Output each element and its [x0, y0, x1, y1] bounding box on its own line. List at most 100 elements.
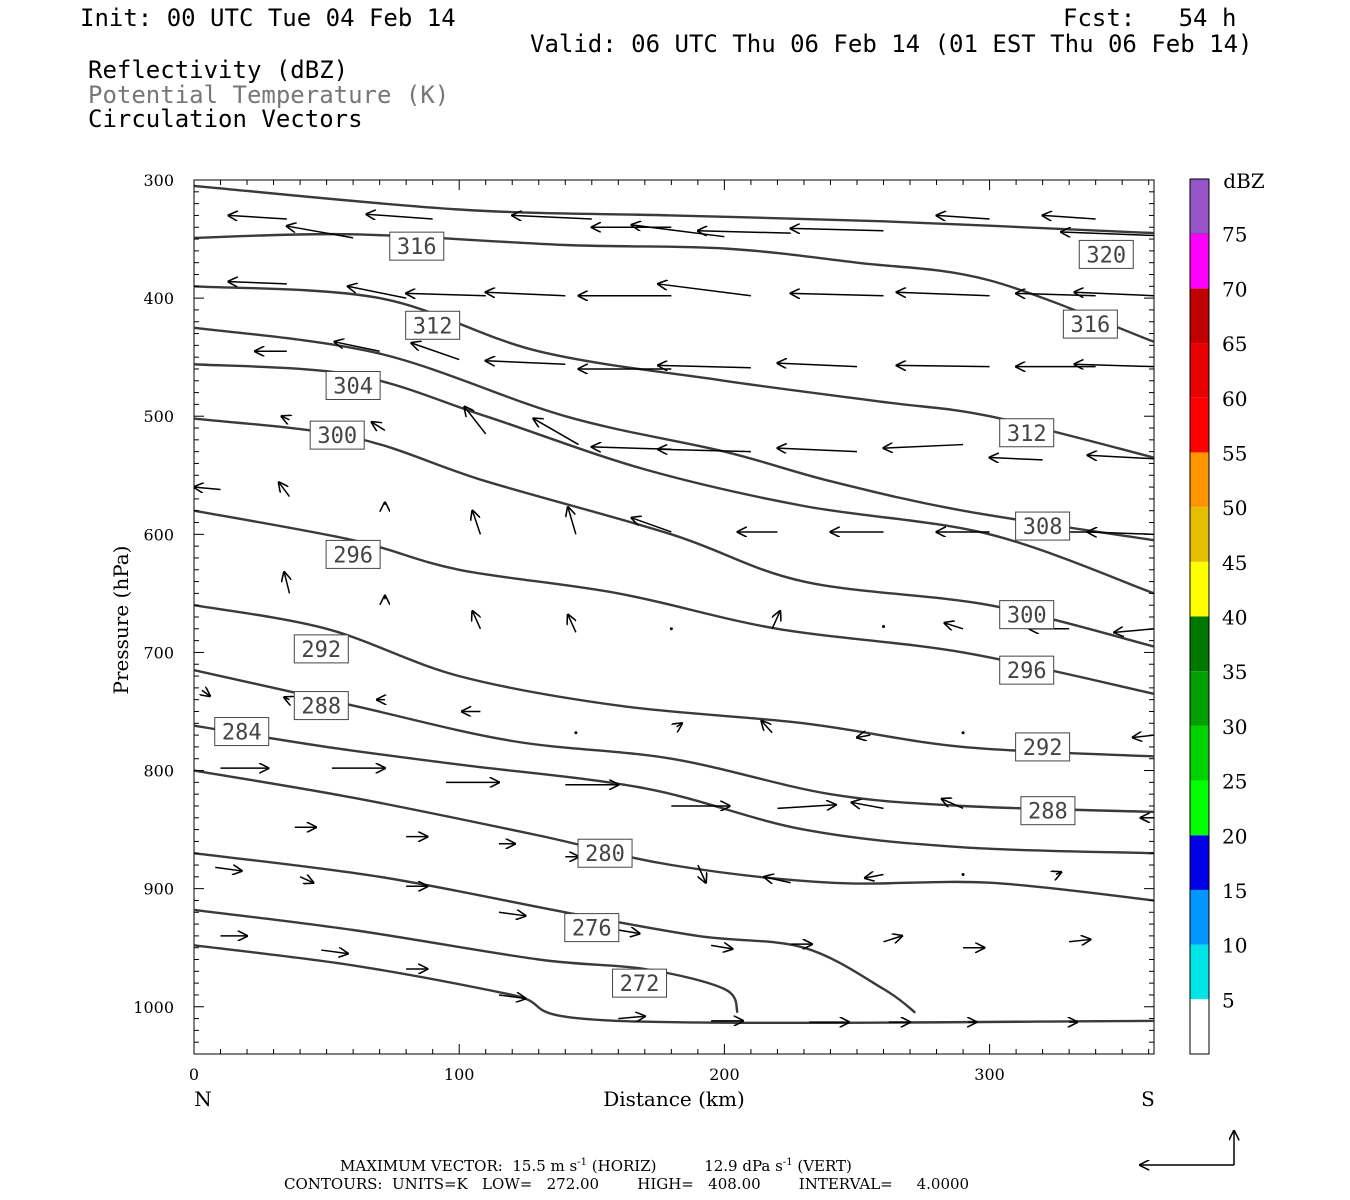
colorbar-frame [1189, 178, 1210, 1055]
contour-label-text: 320 [1086, 243, 1126, 268]
circulation-vector [777, 363, 858, 367]
contour-label-316: 316 [1062, 309, 1118, 339]
circulation-vector [284, 572, 289, 594]
contour-label-text: 292 [1023, 736, 1063, 761]
circulation-vector [282, 416, 290, 420]
colorbar-cell-10 [1190, 889, 1209, 945]
circulation-vector [287, 226, 354, 239]
colorbar-label-65: 65 [1222, 332, 1247, 356]
contour-label-box [1062, 309, 1118, 339]
circulation-vector [961, 872, 965, 876]
circulation-vector [669, 627, 673, 631]
y-tick-label: 400 [143, 289, 174, 308]
field-reflectivity: Reflectivity (dBZ) [88, 56, 349, 84]
colorbar-cell-35 [1190, 616, 1209, 672]
circulation-vector [299, 877, 313, 883]
contour-label-box [309, 420, 365, 450]
y-tick-label: 700 [143, 643, 174, 662]
circulation-vector [852, 802, 884, 808]
contour-label-284: 284 [214, 717, 270, 747]
contour-label-text: 308 [1023, 515, 1063, 540]
theta-contour-284 [194, 724, 1154, 855]
x-tick-label: 200 [709, 1065, 740, 1084]
colorbar-label-70: 70 [1222, 277, 1247, 301]
contour-label-288: 288 [1020, 796, 1076, 826]
horiz-unit: (HORIZ) [591, 1157, 657, 1175]
contour-label-box [325, 371, 381, 401]
circulation-vector [990, 458, 1043, 460]
contour-label-text: 296 [1007, 659, 1047, 684]
contour-label-box [293, 691, 349, 721]
contour-label-box [214, 717, 270, 747]
colorbar-title: dBZ [1223, 169, 1265, 193]
circulation-vector [618, 930, 639, 934]
x-tick-label: 300 [974, 1065, 1005, 1084]
colorbar-cell-40 [1190, 561, 1209, 617]
theta-contour-320 [194, 184, 1154, 235]
circulation-vector [882, 624, 886, 628]
north-label: N [194, 1087, 212, 1111]
contour-label-box [612, 968, 668, 998]
contour-label-text: 272 [620, 972, 660, 997]
circulation-vector [658, 365, 751, 367]
circulation-vector [568, 507, 577, 535]
y-axis-title: Pressure (hPa) [109, 546, 133, 695]
circulation-vector [698, 231, 791, 233]
circulation-vector [284, 697, 289, 699]
circulation-vector [698, 864, 706, 883]
colorbar-cell-45 [1190, 507, 1209, 562]
circulation-vector [472, 511, 482, 535]
contour-label-text: 312 [1007, 422, 1047, 447]
circulation-vector [618, 1016, 645, 1018]
circulation-vector [658, 449, 751, 451]
theta-contour-312 [194, 285, 1154, 459]
colorbar-cell-15 [1190, 835, 1209, 890]
circulation-vector [348, 286, 407, 299]
colorbar-label-30: 30 [1222, 715, 1247, 739]
circulation-vector [658, 284, 752, 297]
y-tick-label: 500 [143, 407, 174, 426]
contours-info: CONTOURS: UNITS=K LOW= 272.00 HIGH= 408.… [284, 1175, 970, 1193]
circulation-vector [574, 731, 578, 735]
contour-label-276: 276 [564, 913, 620, 943]
reference-vector [1140, 1131, 1234, 1165]
contour-label-box [293, 634, 349, 664]
circulation-vector [897, 292, 990, 296]
circulation-vector [228, 282, 287, 284]
circulation-vector [1088, 532, 1154, 534]
circulation-vector [883, 936, 903, 942]
contour-label-272: 272 [612, 968, 668, 998]
colorbar-cell-65 [1190, 288, 1209, 344]
vert-value: 12.9 dPa s [704, 1157, 783, 1175]
circulation-vector [632, 225, 725, 238]
circulation-vector [764, 877, 791, 883]
contour-label-box [999, 600, 1055, 630]
circulation-vector [228, 215, 287, 219]
colorbar-cell-55 [1190, 397, 1209, 453]
colorbar-cell-75 [1190, 179, 1209, 234]
contour-label-320: 320 [1078, 239, 1134, 269]
contour-label-box [577, 838, 633, 868]
contour-label-312: 312 [405, 310, 461, 340]
contour-label-300: 300 [999, 600, 1055, 630]
circulation-vector [372, 422, 386, 430]
circulation-vector [1114, 629, 1154, 633]
field-potential-temperature: Potential Temperature (K) [88, 81, 450, 109]
circulation-vector [772, 611, 780, 630]
contour-label-box [999, 418, 1055, 448]
max-vector-label: MAXIMUM VECTOR: [340, 1157, 503, 1175]
colorbar-cell-50 [1190, 452, 1209, 508]
x-tick-label: 0 [189, 1065, 199, 1084]
circulation-vector [777, 805, 835, 809]
circulation-vector [857, 735, 871, 737]
contour-label-box [405, 310, 461, 340]
contour-label-text: 316 [1070, 313, 1110, 338]
x-tick-label: 100 [444, 1065, 475, 1084]
max-vector-line: MAXIMUM VECTOR: 15.5 m s-1 (HORIZ) 12.9 … [340, 1157, 852, 1175]
circulation-vector [762, 721, 773, 734]
circulation-vector [1074, 364, 1154, 366]
circulation-vector [512, 215, 592, 219]
contour-label-box [1015, 732, 1071, 762]
y-tick-label: 1000 [133, 998, 174, 1017]
